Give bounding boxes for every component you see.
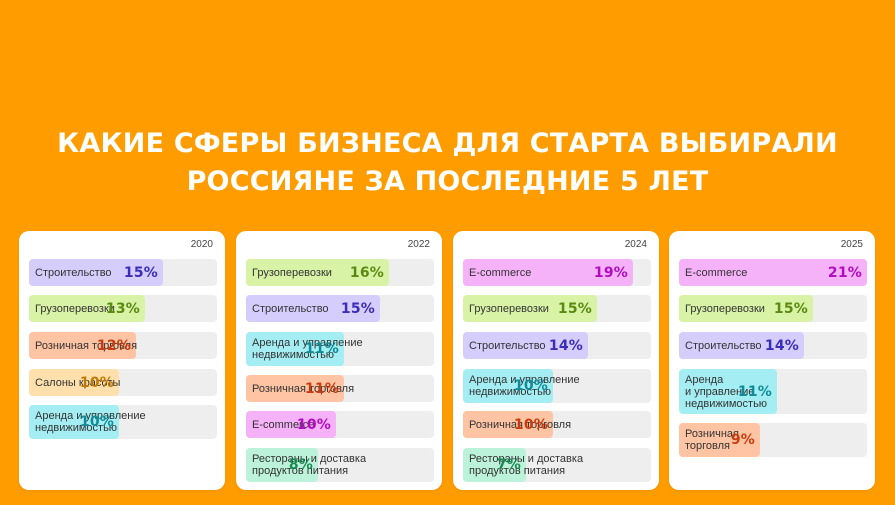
bar-value-label: 10% (79, 374, 114, 391)
bar-row: Розничная торговля 10% (463, 411, 651, 438)
bar-row: Розничная торговля 12% (29, 332, 217, 359)
bar-value-label: 11% (737, 383, 772, 400)
bar-value-label: 9% (730, 432, 755, 448)
year-label: 2020 (190, 239, 213, 250)
bar-label: Грузоперевозки (252, 266, 332, 279)
bar-label: Аренда и управление недвижимостью (252, 337, 363, 361)
bar-row: Грузоперевозки 15% (679, 295, 867, 322)
bar-label: Салоны красоты (35, 376, 121, 389)
bar-value-label: 15% (340, 300, 375, 317)
bar-row: Розничная торговля 11% (246, 375, 434, 402)
bar-label: Розничная торговля (469, 418, 572, 431)
bar-row: Строительство 15% (246, 295, 434, 322)
bar-label: Розничная торговля (252, 382, 355, 395)
bar (679, 259, 867, 286)
bar-row: Строительство 14% (679, 332, 867, 359)
bar-row: Строительство 14% (463, 332, 651, 359)
bar (679, 295, 813, 322)
bar (463, 369, 553, 403)
bar-label: Аренда и управление недвижимостью (685, 373, 768, 410)
bar (463, 259, 633, 286)
bar-label: Грузоперевозки (35, 302, 115, 315)
bar-label: Аренда и управление недвижимостью (469, 374, 580, 398)
bar (246, 375, 344, 402)
bar-value-label: 15% (773, 300, 808, 317)
bar-value-label: 10% (513, 378, 548, 394)
chart-card-2022: 2022 Грузоперевозки 16% Строительство 15% Аре… (236, 231, 442, 490)
bar (246, 411, 336, 438)
bar (463, 295, 597, 322)
bar (29, 295, 145, 322)
bar (29, 332, 136, 359)
bar-row: Грузоперевозки 13% (29, 295, 217, 322)
bar-label: Розничная торговля (35, 339, 138, 352)
bar (463, 448, 526, 482)
bar-value-label: 14% (548, 337, 583, 354)
bar (246, 259, 389, 286)
bar-label: Аренда и управление недвижимостью (35, 410, 146, 434)
bar-value-label: 11% (304, 380, 339, 397)
bar (463, 332, 588, 359)
bar-label: Строительство (469, 339, 546, 352)
bar-row: Аренда и управление недвижимостью 10% (463, 369, 651, 403)
bar-row: Рестораны и доставка продуктов питания 8% (246, 448, 434, 482)
bar-row: Рестораны и доставка продуктов питания 7% (463, 448, 651, 482)
bar (246, 448, 318, 482)
bar-row: Салоны красоты 10% (29, 369, 217, 396)
bar-label: E-commerce (469, 266, 532, 279)
bar-value-label: 10% (79, 414, 114, 430)
bar-value-label: 21% (827, 264, 862, 281)
bar (29, 369, 119, 396)
bar-row: Аренда и управление недвижимостью 10% (29, 405, 217, 439)
year-label: 2022 (407, 239, 430, 250)
title-line-1: КАКИЕ СФЕРЫ БИЗНЕСА ДЛЯ СТАРТА ВЫБИРАЛИ (57, 128, 838, 159)
bar-value-label: 16% (349, 264, 384, 281)
bar-value-label: 7% (496, 457, 521, 473)
bar-label: E-commerce (252, 418, 315, 431)
bar (246, 332, 344, 366)
bar-value-label: 14% (764, 337, 799, 354)
bar (679, 332, 804, 359)
bar-value-label: 13% (105, 300, 140, 317)
bar-value-label: 10% (513, 416, 548, 433)
bar (29, 259, 163, 286)
bar-label: Рестораны и доставка продуктов питания (469, 453, 584, 477)
year-label: 2025 (840, 239, 863, 250)
bar (29, 405, 119, 439)
bar (679, 423, 760, 457)
bar-label: Рестораны и доставка продуктов питания (252, 453, 367, 477)
bar-value-label: 15% (123, 264, 158, 281)
bar-label: Грузоперевозки (685, 302, 765, 315)
chart-card-2020: 2020 Строительство 15% Грузоперевозки 13% Роз… (19, 231, 225, 490)
bar-value-label: 11% (304, 341, 339, 357)
bar-label: Строительство (685, 339, 762, 352)
page-title: КАКИЕ СФЕРЫ БИЗНЕСА ДЛЯ СТАРТА ВЫБИРАЛИ … (0, 125, 895, 201)
bar-value-label: 8% (288, 457, 313, 473)
bar-label: Строительство (35, 266, 112, 279)
bar (246, 295, 380, 322)
bar-row: Строительство 15% (29, 259, 217, 286)
bar-row: Аренда и управление недвижимостью 11% (679, 369, 867, 414)
bar-label: Розничная торговля (685, 428, 739, 452)
chart-card-2025: 2025 E-commerce 21% Грузоперевозки 15% Строит… (669, 231, 875, 490)
bar-row: E-commerce 19% (463, 259, 651, 286)
bar-label: Грузоперевозки (469, 302, 549, 315)
bar-row: E-commerce 10% (246, 411, 434, 438)
year-label: 2024 (624, 239, 647, 250)
bar-row: Грузоперевозки 15% (463, 295, 651, 322)
chart-card-2024: 2024 E-commerce 19% Грузоперевозки 15% Строит… (453, 231, 659, 490)
bar-label: E-commerce (685, 266, 748, 279)
bar (463, 411, 553, 438)
bar-value-label: 10% (296, 416, 331, 433)
bar-label: Строительство (252, 302, 329, 315)
bar-value-label: 19% (593, 264, 628, 281)
bar-row: E-commerce 21% (679, 259, 867, 286)
title-line-2: РОССИЯНЕ ЗА ПОСЛЕДНИЕ 5 ЛЕТ (186, 166, 709, 197)
bar-row: Розничная торговля 9% (679, 423, 867, 457)
bar-row: Грузоперевозки 16% (246, 259, 434, 286)
bar (679, 369, 777, 414)
bar-value-label: 12% (96, 337, 131, 354)
bar-row: Аренда и управление недвижимостью 11% (246, 332, 434, 366)
bar-value-label: 15% (557, 300, 592, 317)
